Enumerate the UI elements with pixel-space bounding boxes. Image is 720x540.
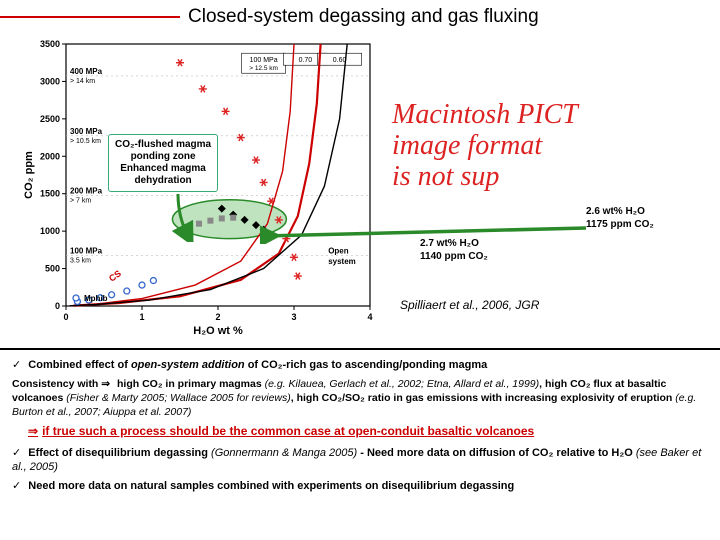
b2-lead: Consistency with (12, 378, 101, 390)
annot-line: ponding zone (115, 151, 211, 163)
svg-text:3500: 3500 (40, 39, 60, 49)
bullet-2: Consistency with ⇒ high CO₂ in primary m… (12, 377, 708, 420)
svg-text:3.5 km: 3.5 km (70, 258, 91, 265)
svg-text:4: 4 (367, 312, 372, 322)
figure-panel: Closed-system degassing and gas fluxing … (0, 0, 720, 350)
val-line: 1140 ppm CO₂ (420, 251, 488, 264)
svg-text:1000: 1000 (40, 226, 60, 236)
check-icon: ✓ (12, 447, 21, 459)
b2-p2ref: (Fisher & Marty 2005; Wallace 2005 for r… (66, 392, 290, 404)
svg-text:> 14 km: > 14 km (70, 78, 95, 85)
svg-text:200 MPa: 200 MPa (70, 187, 103, 196)
val-line: 2.7 wt% H₂O (420, 238, 488, 251)
val-line: 1175 ppm CO₂ (586, 219, 654, 232)
red-implication: ⇒ if true such a process should be the co… (28, 423, 708, 439)
citation: Spilliaert et al., 2006, JGR (400, 298, 539, 312)
svg-text:H₂O wt %: H₂O wt % (193, 325, 243, 337)
mac-line: Macintosh PICT (392, 100, 712, 131)
mac-line: image format (392, 131, 712, 162)
svg-text:> 10.5 km: > 10.5 km (70, 138, 101, 145)
title-rule (0, 16, 180, 18)
annot-line: dehydration (115, 175, 211, 187)
svg-text:CO₂ ppm: CO₂ ppm (23, 151, 35, 199)
svg-text:> 12.5 km: > 12.5 km (249, 65, 278, 72)
bullet-4: ✓ Need more data on natural samples comb… (12, 479, 708, 494)
annot-line: Enhanced magma (115, 163, 211, 175)
svg-text:3000: 3000 (40, 76, 60, 86)
mac-pict-placeholder: Macintosh PICT image format is not sup (392, 100, 712, 192)
svg-text:100 MPa: 100 MPa (70, 247, 103, 256)
svg-text:100 MPa: 100 MPa (250, 57, 278, 64)
b4-text: Need more data on natural samples combin… (28, 480, 514, 492)
b1-lead: Combined effect of (28, 359, 131, 371)
redline-text: if true such a process should be the com… (42, 424, 534, 438)
b2-p1ref: (e.g. Kilauea, Gerlach et al., 2002; Etn… (265, 378, 540, 390)
b1-rest: of CO₂-rich gas to ascending/ponding mag… (245, 359, 488, 371)
implies-icon: ⇒ (28, 424, 38, 438)
value-box-2: 2.6 wt% H₂O 1175 ppm CO₂ (586, 206, 654, 231)
svg-text:2500: 2500 (40, 114, 60, 124)
svg-text:0: 0 (55, 301, 60, 311)
svg-text:> 7 km: > 7 km (70, 198, 91, 205)
b3-mid: - Need more data on diffusion of CO₂ rel… (357, 447, 636, 459)
ponding-zone-annotation: CO₂-flushed magma ponding zone Enhanced … (108, 134, 218, 192)
b2-p3: , high CO₂/SO₂ ratio in gas emissions wi… (291, 392, 675, 404)
b2-p1: high CO₂ in primary magmas (117, 378, 265, 390)
val-line: 2.6 wt% H₂O (586, 206, 654, 219)
b3-lead: Effect of disequilibrium degassing (28, 447, 211, 459)
svg-text:0.60: 0.60 (333, 57, 347, 64)
check-icon: ✓ (12, 480, 21, 492)
b1-em: open-system addition (131, 359, 245, 371)
svg-text:0: 0 (63, 312, 68, 322)
annot-line: CO₂-flushed magma (115, 139, 211, 151)
svg-text:system: system (328, 257, 356, 266)
svg-text:300 MPa: 300 MPa (70, 127, 103, 136)
page-title: Closed-system degassing and gas fluxing (188, 6, 539, 28)
bullet-3: ✓ Effect of disequilibrium degassing (Go… (12, 446, 708, 476)
svg-text:2000: 2000 (40, 151, 60, 161)
svg-text:CS: CS (107, 268, 123, 283)
bullet-1: ✓ Combined effect of open-system additio… (12, 358, 708, 373)
svg-text:3: 3 (291, 312, 296, 322)
svg-text:400 MPa: 400 MPa (70, 67, 103, 76)
svg-text:1500: 1500 (40, 189, 60, 199)
svg-text:500: 500 (45, 264, 60, 274)
svg-text:1: 1 (139, 312, 144, 322)
value-box-1: 2.7 wt% H₂O 1140 ppm CO₂ (420, 238, 488, 263)
svg-text:0.70: 0.70 (299, 57, 313, 64)
svg-text:Mphib: Mphib (84, 294, 108, 303)
implies-icon: ⇒ (101, 378, 110, 390)
mac-line: is not sup (392, 162, 712, 193)
svg-text:Open: Open (328, 247, 349, 256)
title-bar: Closed-system degassing and gas fluxing (0, 6, 712, 28)
text-panel: ✓ Combined effect of open-system additio… (0, 350, 720, 506)
check-icon: ✓ (12, 359, 21, 371)
b3-ref1: (Gonnermann & Manga 2005) (211, 447, 357, 459)
svg-text:2: 2 (215, 312, 220, 322)
